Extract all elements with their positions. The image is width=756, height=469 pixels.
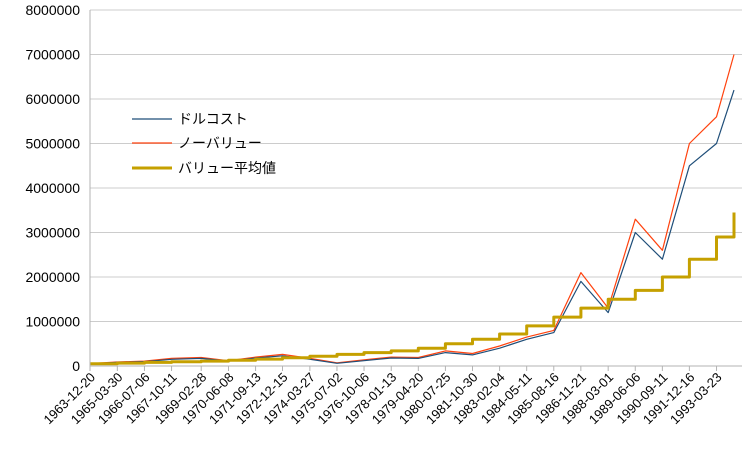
legend-label: バリュー平均値	[178, 160, 276, 176]
series-group	[89, 54, 736, 366]
axes: 0 1000000 2000000 3000000 4000000 5000000 6000…	[25, 2, 742, 427]
y-tick-label: 5000000	[25, 136, 80, 152]
y-tick-label: 3000000	[25, 225, 80, 241]
legend-label: ドルコスト	[178, 111, 248, 127]
y-tick-label: 2000000	[25, 269, 80, 285]
y-tick-label: 6000000	[25, 91, 80, 107]
series-line-0	[89, 89, 735, 365]
y-tick-label: 0	[72, 358, 80, 374]
legend-label: ノーバリュー	[178, 135, 262, 151]
series-line-2	[90, 212, 736, 366]
series-line-1	[89, 54, 735, 365]
grid	[90, 9, 742, 367]
y-tick-label: 7000000	[25, 47, 80, 63]
y-tick-label: 4000000	[25, 180, 80, 196]
y-tick-label: 1000000	[25, 314, 80, 330]
y-tick-label: 8000000	[25, 2, 80, 18]
